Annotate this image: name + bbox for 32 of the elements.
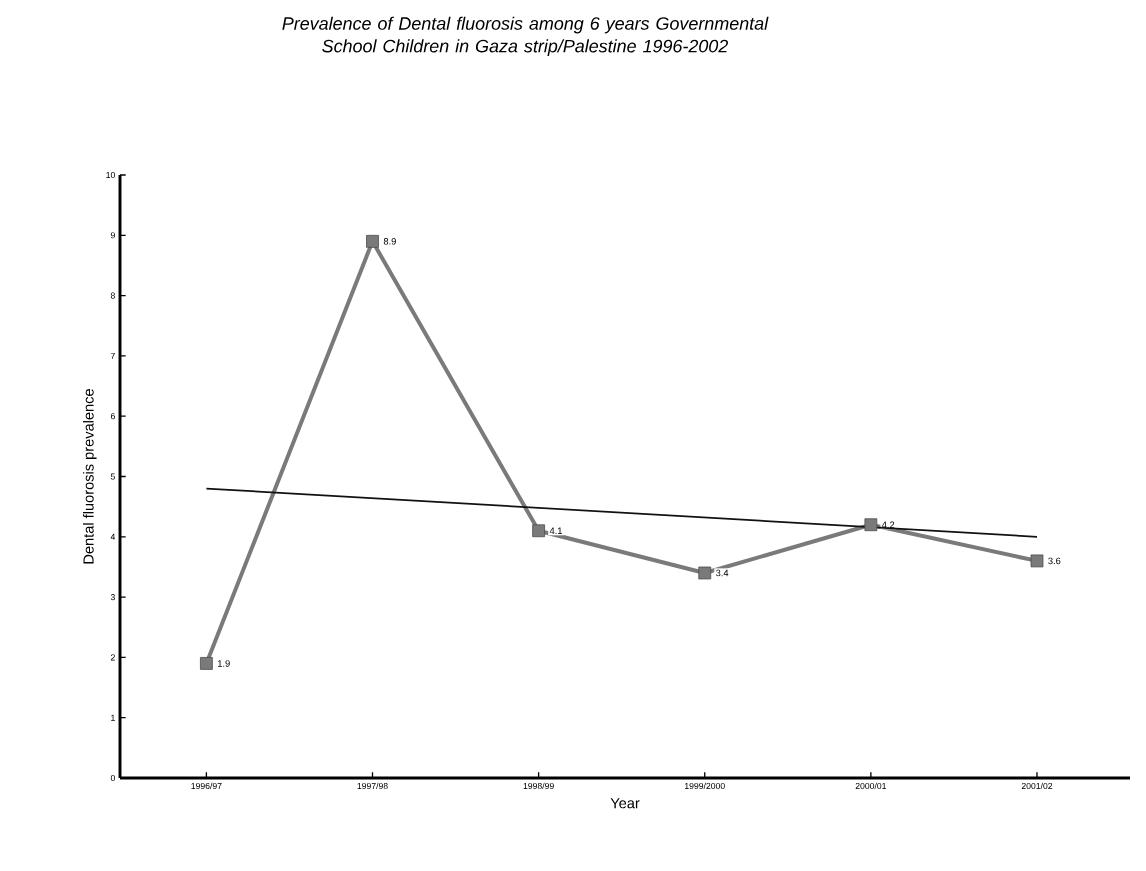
y-tick-label: 4	[110, 533, 116, 540]
x-tick-label: 1996/97	[191, 782, 222, 790]
y-tick-label: 2	[110, 654, 115, 661]
chart-title: Prevalence of Dental fluorosis among 6 years Governmental School Children in Gaza strip/Palestine 1996-2002	[282, 16, 769, 56]
y-tick-label: 6	[110, 413, 115, 420]
x-tick-label: 1998/99	[523, 782, 554, 790]
y-tick-label: 7	[110, 352, 115, 359]
point	[698, 566, 712, 580]
data-label: 3.4	[715, 569, 729, 577]
x-axis-title: Year	[610, 798, 640, 809]
y-tick-label: 0	[110, 774, 115, 782]
data-label: 4.1	[549, 527, 562, 534]
y-tick-label: 8	[110, 292, 115, 299]
y-tick-label: 10	[106, 171, 115, 179]
x-tick-label: 2001/02	[1021, 782, 1053, 790]
x-tick-label: 1997/98	[357, 782, 388, 790]
y-tick-label: 5	[110, 473, 115, 480]
point	[200, 657, 213, 670]
point	[864, 518, 878, 532]
data-label: 3.6	[1048, 557, 1061, 565]
point	[532, 524, 545, 538]
data-label: 8.9	[383, 238, 396, 245]
x-tick-label: 1999/2000	[685, 782, 725, 790]
y-axis-title: Dental fluorosis prevalence	[82, 389, 97, 564]
y-tick-label: 1	[111, 714, 115, 721]
point	[1030, 554, 1044, 568]
x-tick-label: 2000/01	[855, 782, 887, 790]
y-tick-label: 3	[110, 594, 115, 601]
point	[366, 234, 379, 248]
data-label: 1.9	[217, 660, 230, 667]
data-label: 4.2	[881, 521, 895, 528]
y-tick-label: 9	[110, 232, 115, 239]
